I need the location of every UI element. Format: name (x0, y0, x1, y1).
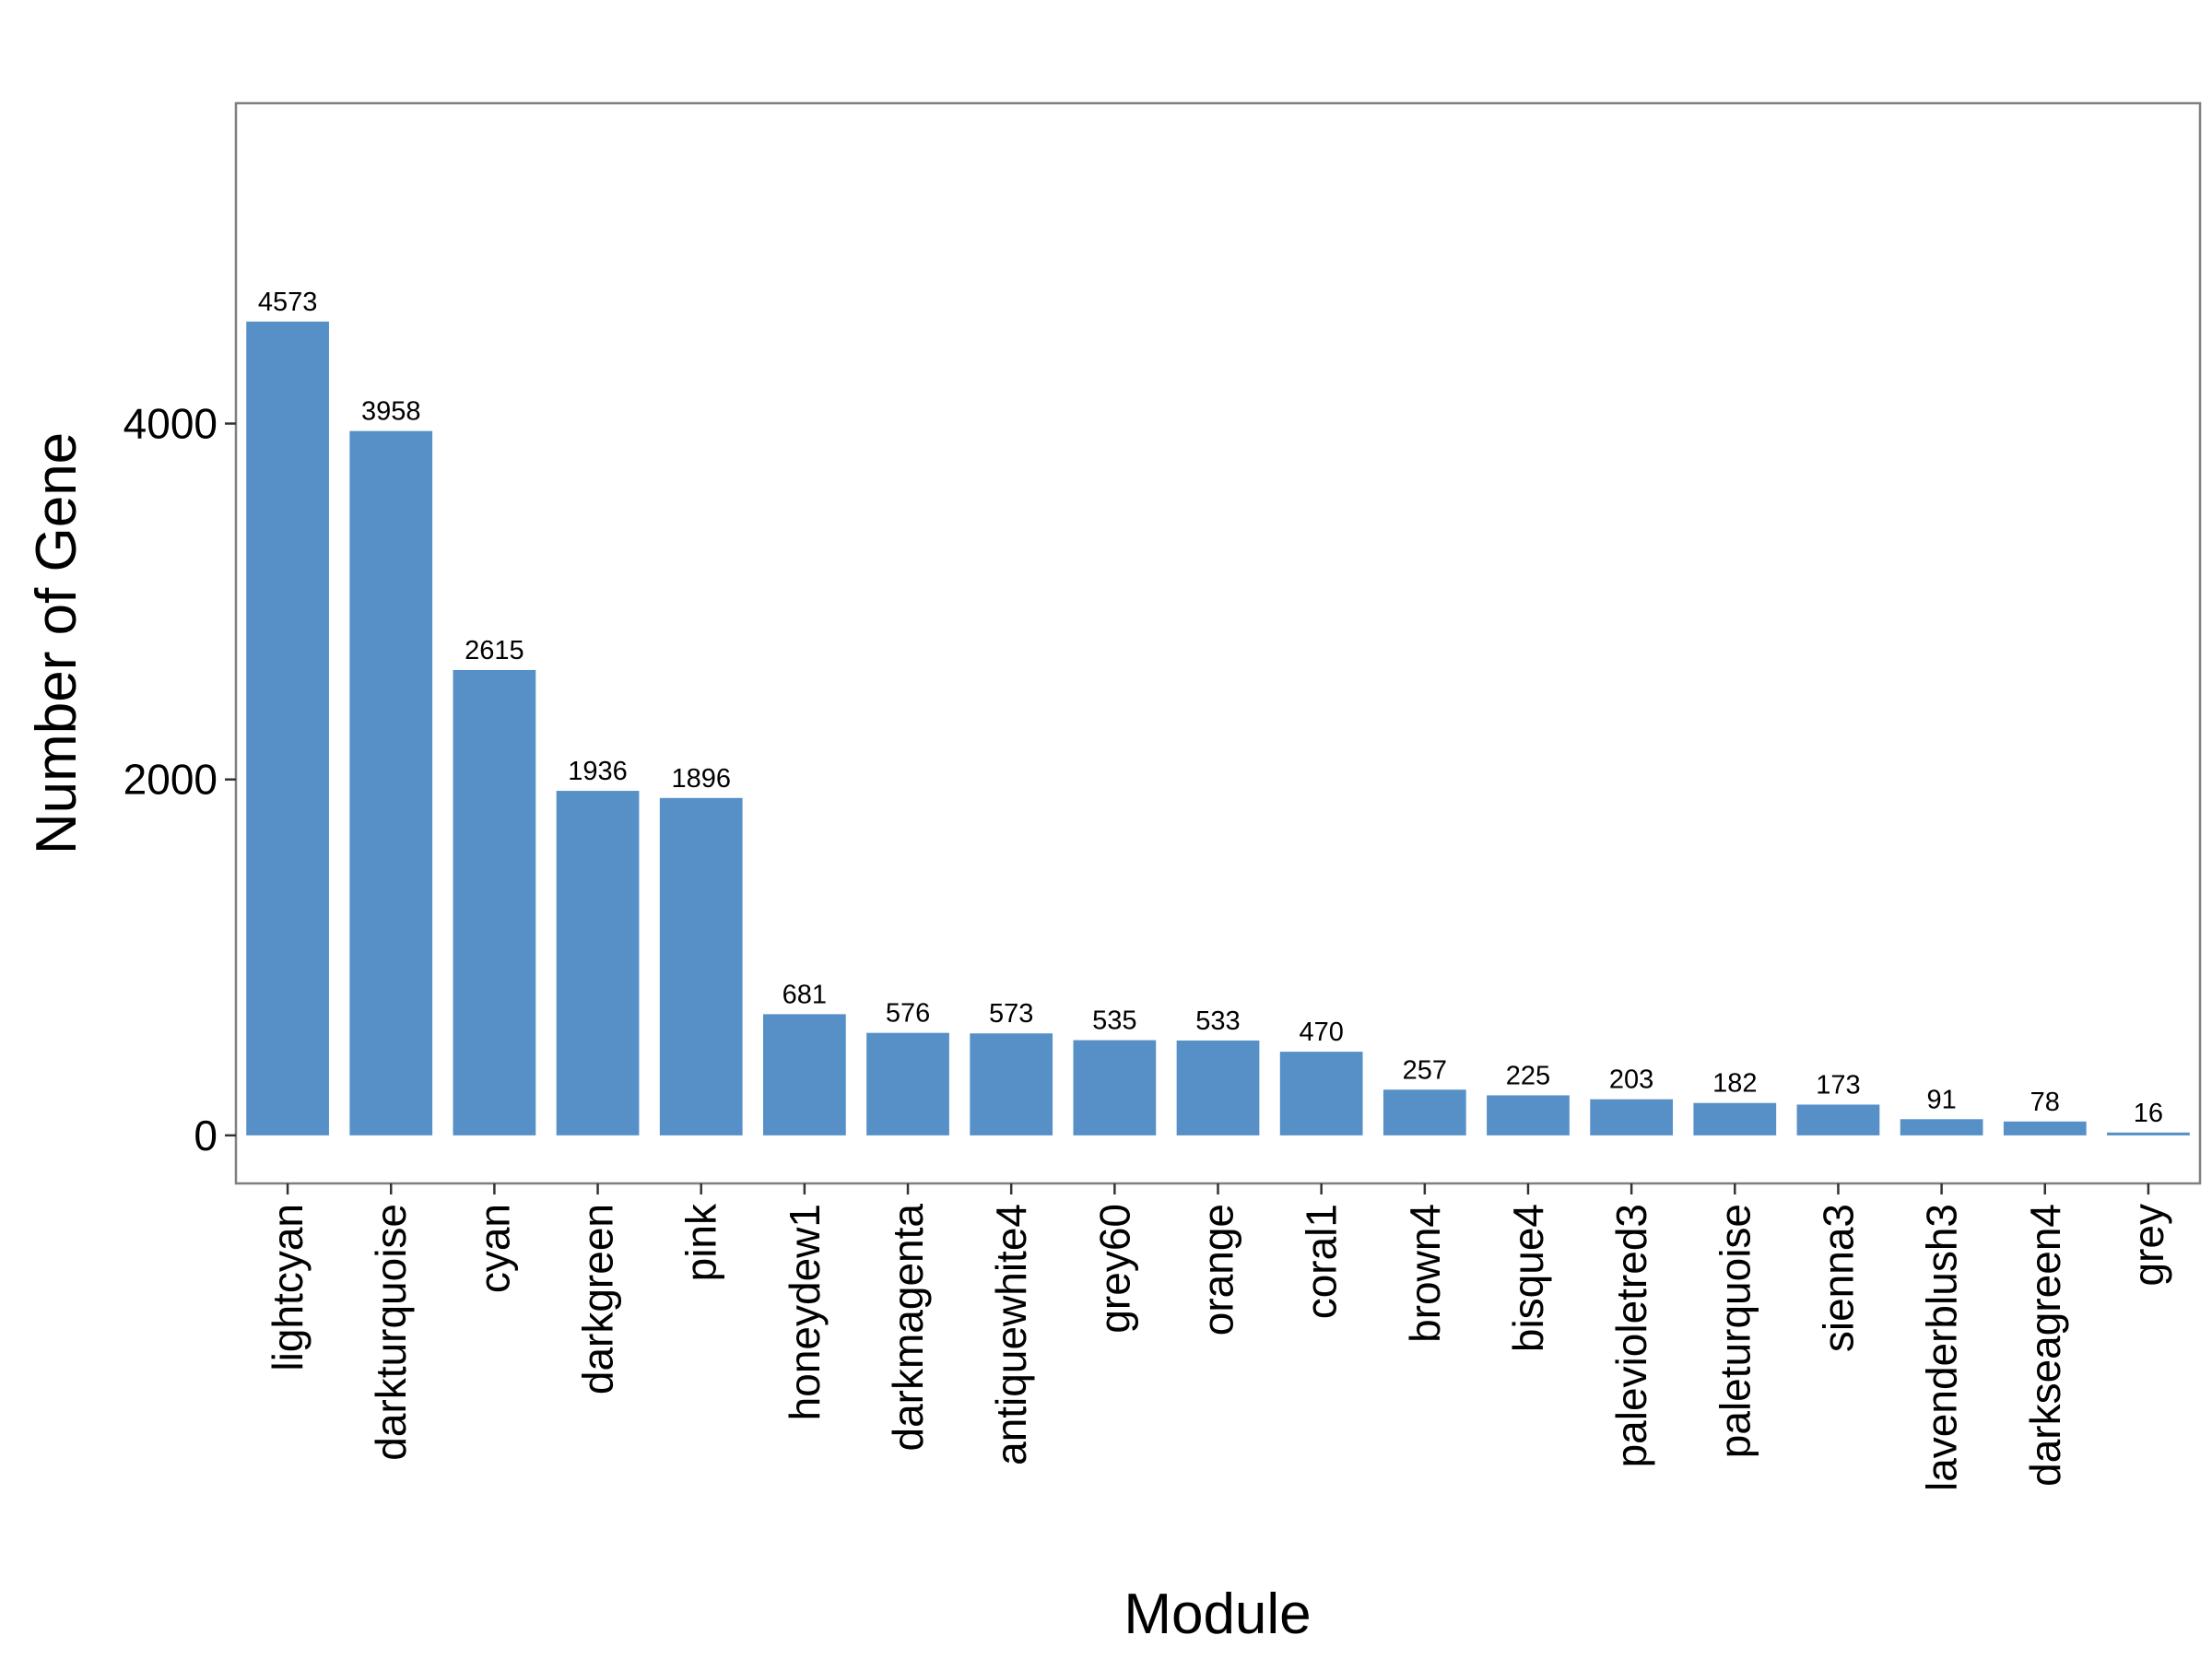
bar-sienna3 (1796, 1104, 1880, 1135)
data-label-antiquewhite4: 573 (989, 999, 1033, 1029)
bar-lightcyan (246, 321, 329, 1135)
x-tick-label-darkturquoise: darkturquoise (367, 1204, 415, 1461)
x-tick-label-grey60: grey60 (1090, 1204, 1138, 1334)
x-tick-label-darkseagreen4: darkseagreen4 (2021, 1204, 2069, 1487)
bar-grey (2107, 1132, 2190, 1135)
x-axis-title: Module (1124, 1583, 1311, 1646)
data-label-lavenderblush3: 91 (1926, 1085, 1956, 1114)
x-tick-label-lavenderblush3: lavenderblush3 (1918, 1204, 1966, 1491)
bars-group (246, 321, 2190, 1135)
bar-darkmagenta (866, 1032, 949, 1135)
x-tick-label-bisque4: bisque4 (1504, 1204, 1552, 1352)
bar-darkturquoise (349, 430, 433, 1135)
data-label-grey60: 535 (1092, 1006, 1136, 1036)
bar-cyan (453, 669, 536, 1135)
x-tick-label-paleturquoise: paleturquoise (1711, 1204, 1759, 1458)
x-axis: lightcyan darkturquoise cyan darkgreen pink h… (264, 1183, 2172, 1491)
x-tick-label-orange: orange (1194, 1204, 1242, 1335)
x-tick-label-coral1: coral1 (1298, 1204, 1346, 1319)
bar-honeydew1 (763, 1014, 846, 1135)
x-tick-label-pink: pink (677, 1203, 725, 1281)
bar-bisque4 (1487, 1095, 1570, 1135)
bar-darkseagreen4 (2003, 1121, 2087, 1135)
x-tick-label-sienna3: sienna3 (1814, 1204, 1862, 1352)
data-label-honeydew1: 681 (782, 980, 827, 1009)
y-axis: 0 2000 4000 (124, 400, 236, 1159)
bar-darkgreen (556, 791, 640, 1135)
bar-pink (659, 797, 743, 1135)
bar-coral1 (1279, 1052, 1363, 1135)
data-label-orange: 533 (1195, 1006, 1240, 1036)
bar-brown4 (1382, 1089, 1466, 1135)
bar-grey60 (1073, 1040, 1157, 1135)
data-label-grey: 16 (2134, 1099, 2163, 1128)
data-label-darkseagreen4: 78 (2030, 1088, 2060, 1117)
data-label-darkturquoise: 3958 (361, 397, 421, 427)
data-label-brown4: 257 (1403, 1055, 1447, 1085)
bar-orange (1176, 1040, 1260, 1135)
data-label-palevioletred3: 203 (1609, 1065, 1653, 1095)
data-label-pink: 1896 (671, 764, 731, 794)
data-label-paleturquoise: 182 (1712, 1069, 1757, 1099)
data-label-darkgreen: 1936 (568, 757, 628, 786)
data-label-coral1: 470 (1299, 1018, 1343, 1047)
x-tick-label-cyan: cyan (470, 1204, 518, 1293)
data-label-sienna3: 173 (1816, 1070, 1860, 1100)
data-label-cyan: 2615 (465, 636, 524, 665)
y-tick-label-2000: 2000 (124, 756, 218, 804)
bar-lavenderblush3 (1900, 1119, 1983, 1135)
y-tick-label-4000: 4000 (124, 400, 218, 448)
x-tick-label-antiquewhite4: antiquewhite4 (987, 1204, 1035, 1465)
x-tick-label-brown4: brown4 (1401, 1204, 1449, 1343)
x-tick-label-palevioletred3: palevioletred3 (1607, 1204, 1655, 1467)
x-tick-label-darkmagenta: darkmagenta (884, 1204, 932, 1452)
bar-palevioletred3 (1590, 1099, 1673, 1135)
data-label-lightcyan: 4573 (258, 288, 318, 317)
data-labels-group: 4573 3958 2615 1936 1896 681 576 573 535 533 470 25… (258, 288, 2163, 1128)
y-tick-label-0: 0 (194, 1112, 218, 1159)
x-tick-label-lightcyan: lightcyan (264, 1204, 312, 1371)
bar-antiquewhite4 (970, 1033, 1053, 1135)
x-tick-label-honeydew1: honeydew1 (781, 1204, 829, 1420)
x-tick-label-grey: grey (2124, 1204, 2172, 1286)
x-tick-label-darkgreen: darkgreen (574, 1204, 622, 1394)
y-axis-title: Number of Gene (25, 432, 88, 854)
data-label-darkmagenta: 576 (886, 999, 930, 1029)
data-label-bisque4: 225 (1506, 1061, 1550, 1090)
bar-paleturquoise (1693, 1102, 1777, 1135)
